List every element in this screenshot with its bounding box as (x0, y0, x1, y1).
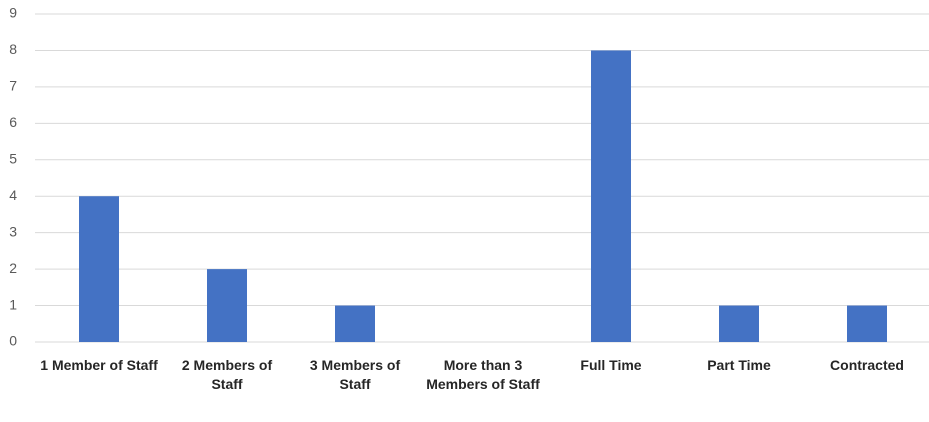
bar (79, 196, 119, 342)
bar (207, 269, 247, 342)
bar (719, 305, 759, 342)
y-tick-label: 4 (9, 187, 17, 203)
x-tick-label: 1 Member of Staff (40, 357, 158, 373)
x-tick-label: 2 Members of Staff (181, 357, 273, 392)
bar (847, 305, 887, 342)
x-tick-label: Contracted (830, 357, 904, 373)
x-tick-label: Part Time (707, 357, 771, 373)
y-tick-label: 0 (9, 333, 17, 349)
x-tick-label: More than 3 Members of Staff (426, 357, 540, 392)
y-tick-label: 9 (9, 5, 17, 21)
bar (335, 305, 375, 342)
y-tick-label: 6 (9, 114, 17, 130)
bar (591, 50, 631, 342)
y-tick-label: 8 (9, 41, 17, 57)
y-tick-label: 7 (9, 78, 17, 94)
y-tick-label: 3 (9, 223, 17, 239)
x-tick-label: Full Time (580, 357, 642, 373)
x-tick-label: 3 Members of Staff (309, 357, 401, 392)
y-tick-label: 1 (9, 296, 17, 312)
y-tick-label: 2 (9, 260, 17, 276)
y-tick-label: 5 (9, 150, 17, 166)
